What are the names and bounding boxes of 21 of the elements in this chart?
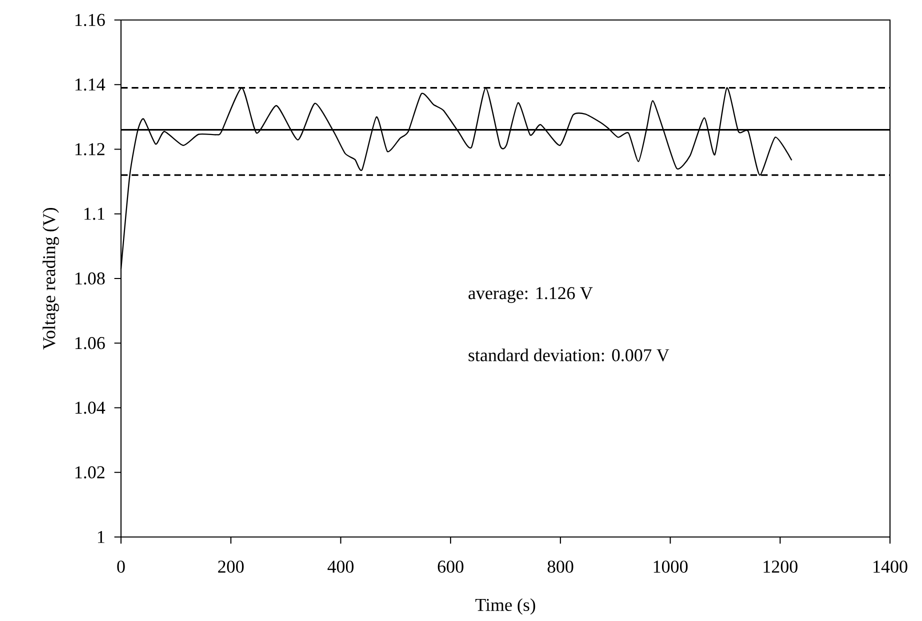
y-tick-label: 1.12: [75, 143, 104, 156]
x-tick-label: 800: [548, 560, 574, 573]
x-axis-title: Time (s): [475, 598, 536, 615]
x-tick-label: 600: [438, 560, 464, 573]
x-tick-label: 200: [218, 560, 244, 573]
y-tick-label: 1.08: [75, 272, 105, 285]
y-tick-label: 1.14: [75, 78, 106, 91]
annotation: standard deviation: 0.007 V: [468, 348, 670, 362]
y-tick-label: 1.1: [84, 208, 104, 220]
y-tick-label: 1.16: [75, 14, 105, 26]
y-axis-title: Voltage reading (V): [42, 208, 59, 350]
y-tick-label: 1.06: [75, 337, 105, 350]
y-tick-label: 1.02: [75, 466, 104, 479]
x-tick-label: 1400: [874, 560, 908, 573]
x-tick-label: 1000: [654, 560, 688, 573]
x-tick-label: 400: [328, 560, 354, 573]
y-tick-label: 1.04: [75, 402, 106, 414]
x-tick-label: 0: [117, 560, 125, 573]
x-tick-label: 1200: [764, 560, 798, 573]
y-tick-label: 1: [98, 531, 104, 544]
annotation: average: 1.126 V: [468, 287, 593, 304]
